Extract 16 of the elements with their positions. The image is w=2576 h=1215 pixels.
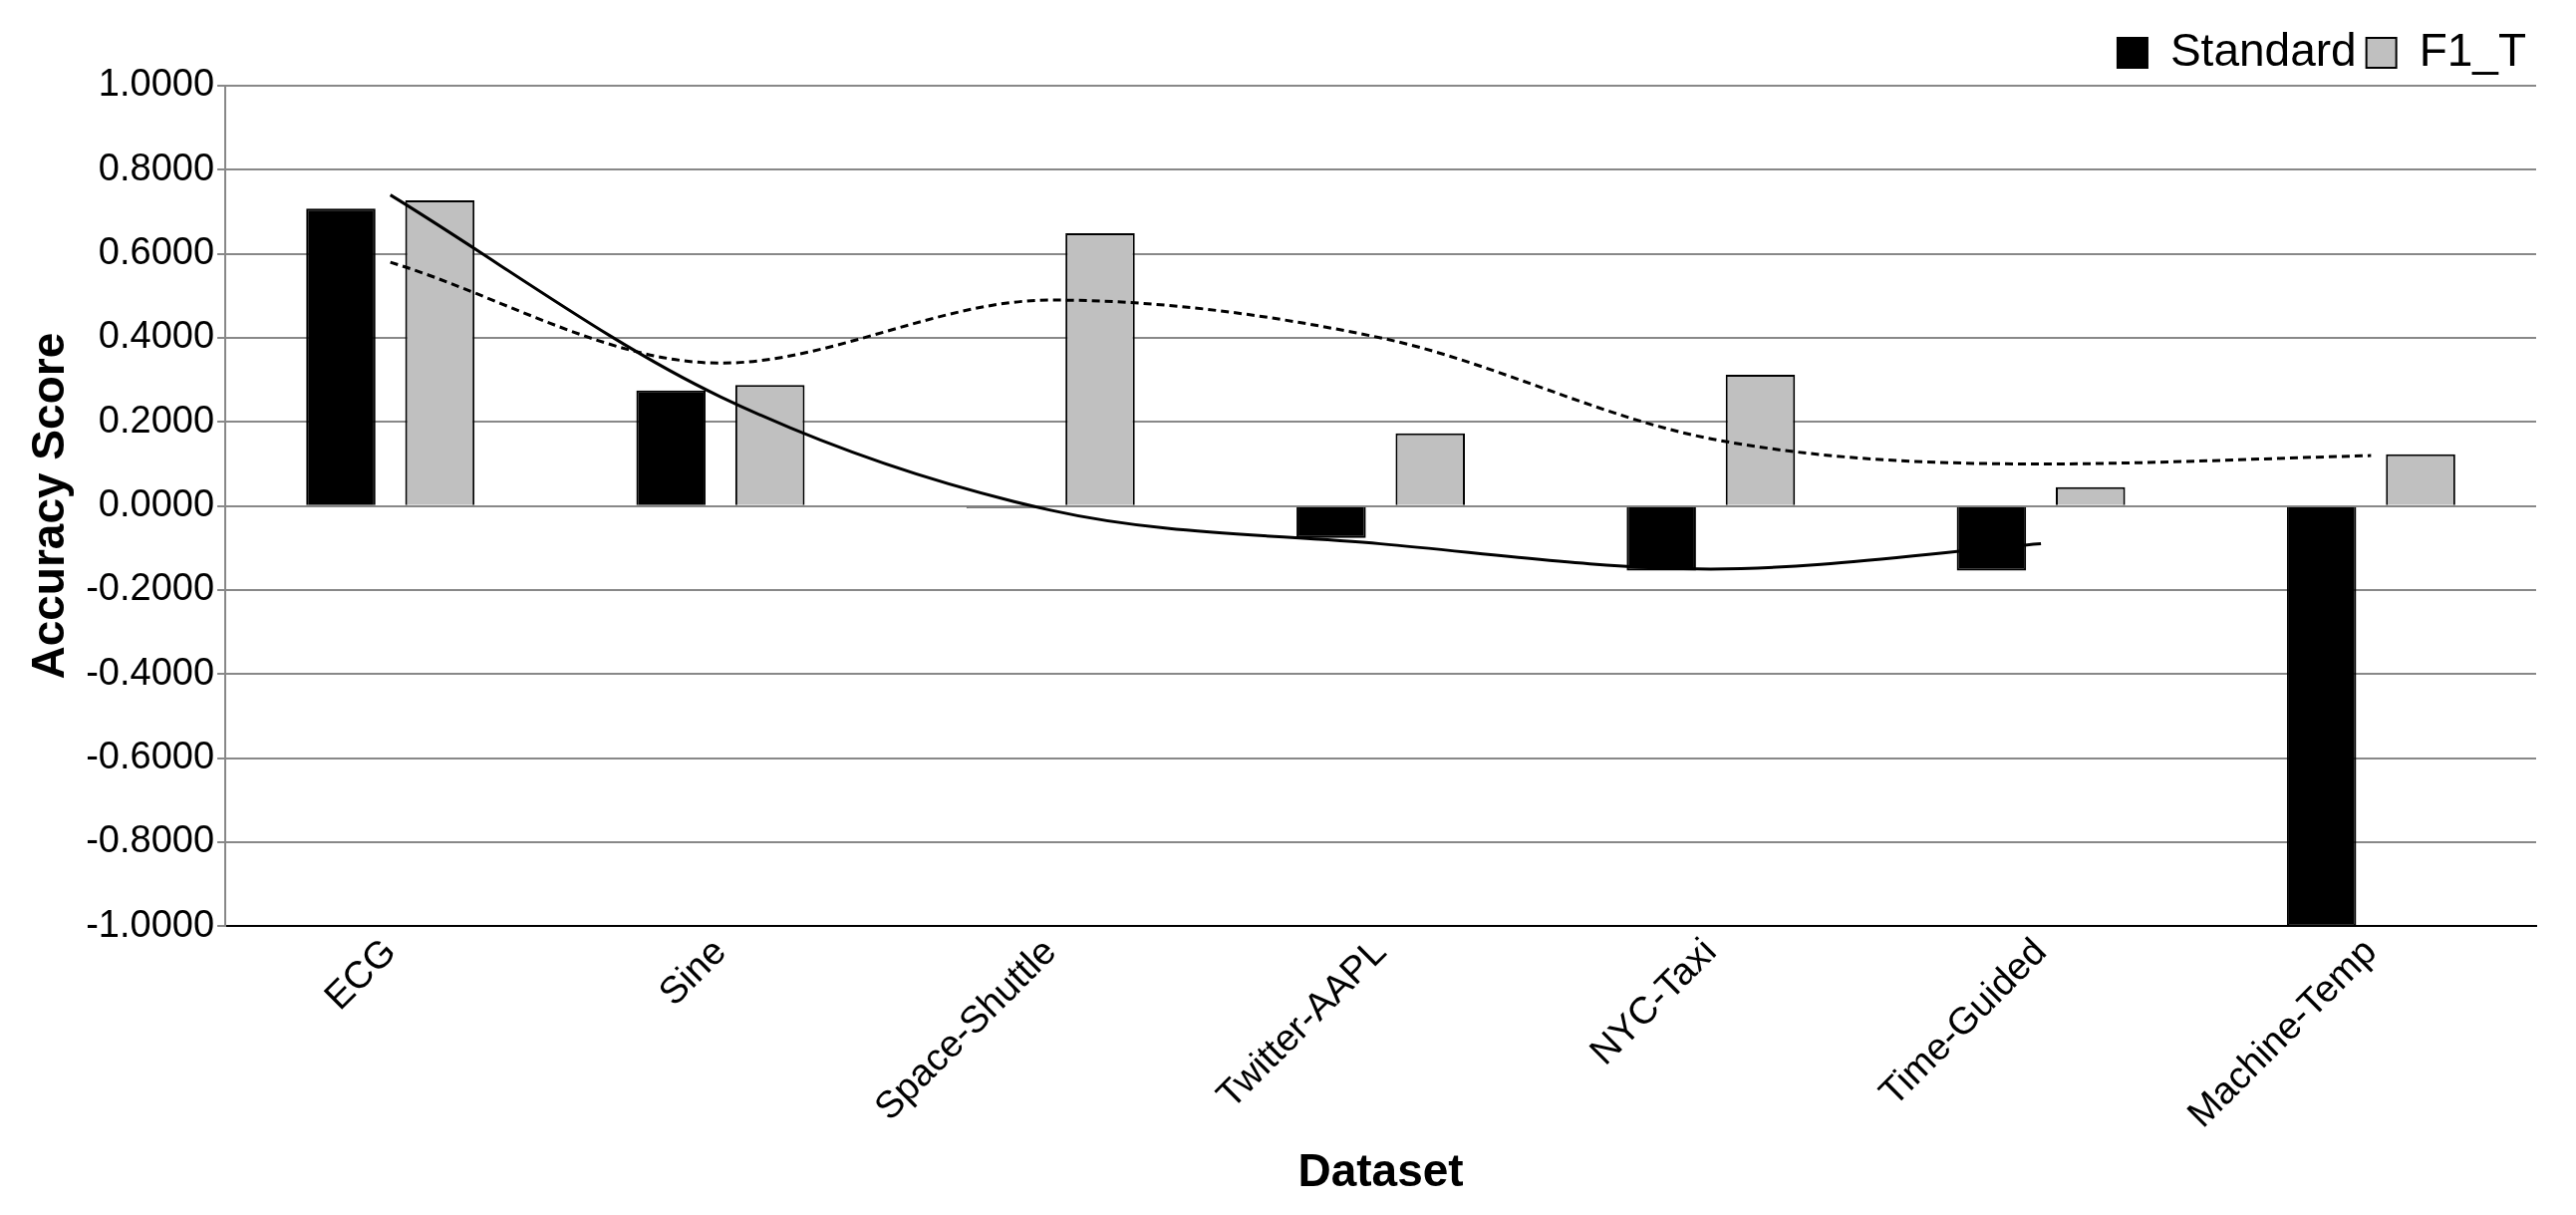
y-tick-label: 0.8000: [98, 146, 215, 188]
y-tick-label: 0.6000: [98, 230, 215, 273]
y-tick-label: -0.4000: [86, 650, 215, 693]
y-tick-label: -0.2000: [86, 566, 215, 609]
y-axis-title: Accuracy Score: [22, 332, 75, 680]
x-tick-label: Sine: [650, 929, 734, 1014]
x-axis-title: Dataset: [1297, 1144, 1464, 1197]
y-tick-label: 0.0000: [98, 482, 215, 525]
y-tick-label: 0.4000: [98, 314, 215, 357]
y-tick-label: -0.6000: [86, 735, 215, 777]
y-tick-label: -0.8000: [86, 818, 215, 861]
y-tick-label: -1.0000: [86, 902, 215, 945]
y-tick-label: 0.2000: [98, 398, 215, 441]
legend-label: F1_T: [2419, 23, 2527, 76]
legend-label: Standard: [2169, 23, 2357, 76]
y-tick-label: 1.0000: [98, 62, 215, 105]
